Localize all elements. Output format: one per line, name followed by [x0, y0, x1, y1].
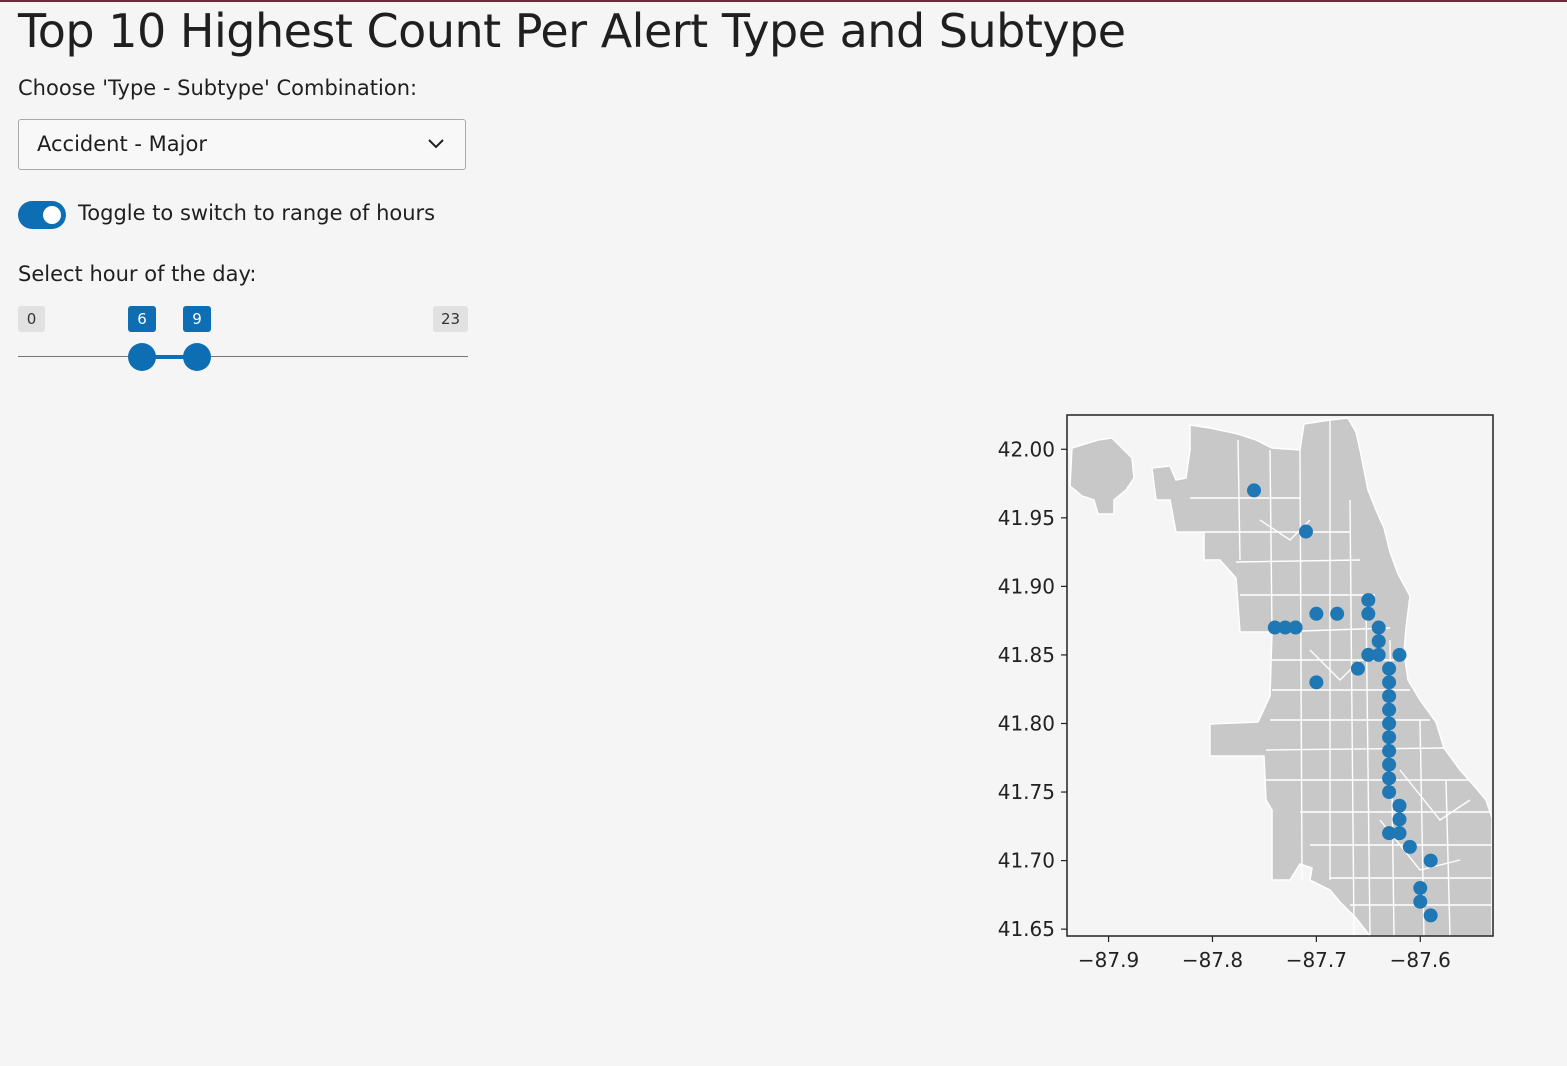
- alert-point: [1371, 647, 1386, 662]
- alert-point: [1382, 716, 1397, 731]
- alert-point: [1350, 661, 1365, 676]
- y-tick-label: 41.70: [998, 849, 1055, 873]
- alert-point: [1288, 620, 1303, 635]
- alert-point: [1382, 661, 1397, 676]
- chicago-basemap: [1069, 417, 1493, 937]
- plot-frame: [1066, 414, 1494, 937]
- alert-point: [1330, 606, 1345, 621]
- slider-max-label: 23: [433, 306, 468, 332]
- alert-point: [1382, 826, 1397, 841]
- alert-point: [1267, 620, 1282, 635]
- y-tick-label: 41.80: [998, 711, 1055, 735]
- x-axis: −87.9 −87.8 −87.7 −87.6: [1078, 936, 1451, 972]
- page-title: Top 10 Highest Count Per Alert Type and …: [18, 4, 1126, 58]
- alert-point: [1309, 606, 1324, 621]
- alert-point: [1371, 620, 1386, 635]
- alert-point: [1392, 826, 1407, 841]
- slider-from-handle[interactable]: [128, 343, 156, 371]
- alert-point: [1361, 606, 1376, 621]
- alert-point: [1382, 743, 1397, 758]
- alert-point: [1413, 894, 1428, 909]
- y-axis: 42.00 41.95 41.90 41.85 41.80 41.75 41.70 41.65: [998, 437, 1067, 941]
- alert-point: [1382, 702, 1397, 717]
- alert-point: [1402, 839, 1417, 854]
- alert-point: [1382, 689, 1397, 704]
- top-border: [0, 0, 1567, 2]
- filter-label: Choose 'Type - Subtype' Combination:: [18, 76, 418, 100]
- x-tick-label: −87.6: [1390, 948, 1451, 972]
- slider-to-handle[interactable]: [183, 343, 211, 371]
- type-subtype-select[interactable]: Accident - Major: [18, 119, 466, 170]
- alert-point: [1298, 524, 1313, 539]
- alert-point: [1278, 620, 1293, 635]
- y-tick-label: 41.75: [998, 780, 1055, 804]
- x-tick-label: −87.8: [1182, 948, 1243, 972]
- toggle-label: Toggle to switch to range of hours: [78, 201, 436, 225]
- alert-point: [1309, 675, 1324, 690]
- x-tick-label: −87.7: [1286, 948, 1347, 972]
- y-tick-label: 41.85: [998, 643, 1055, 667]
- alert-point: [1382, 785, 1397, 800]
- toggle-knob: [43, 206, 61, 224]
- alert-map-chart: 42.00 41.95 41.90 41.85 41.80 41.75 41.70 41.65…: [998, 414, 1494, 972]
- alert-point: [1382, 730, 1397, 745]
- alert-point: [1361, 647, 1376, 662]
- slider-from-label: 6: [128, 306, 156, 332]
- alert-point: [1423, 853, 1438, 868]
- y-tick-label: 41.65: [998, 917, 1055, 941]
- slider-label: Select hour of the day:: [18, 262, 257, 286]
- y-tick-label: 41.95: [998, 506, 1055, 530]
- alert-point: [1413, 881, 1428, 896]
- y-tick-label: 42.00: [998, 437, 1055, 461]
- alert-point: [1392, 798, 1407, 813]
- alert-point: [1247, 483, 1262, 498]
- chevron-down-icon: [428, 139, 444, 149]
- alert-point: [1382, 757, 1397, 772]
- y-tick-label: 41.90: [998, 574, 1055, 598]
- alert-point: [1392, 647, 1407, 662]
- slider-to-label: 9: [183, 306, 211, 332]
- alert-point: [1382, 771, 1397, 786]
- slider-track[interactable]: [18, 356, 468, 357]
- slider-min-label: 0: [18, 306, 45, 332]
- slider-range-bar: [142, 355, 197, 359]
- alert-point: [1371, 634, 1386, 649]
- alert-point: [1423, 908, 1438, 923]
- alert-point: [1361, 593, 1376, 608]
- alert-point: [1382, 675, 1397, 690]
- alert-point: [1392, 812, 1407, 827]
- alert-points: [1247, 483, 1438, 923]
- x-tick-label: −87.9: [1078, 948, 1139, 972]
- select-value: Accident - Major: [37, 132, 207, 156]
- range-toggle[interactable]: [18, 201, 66, 229]
